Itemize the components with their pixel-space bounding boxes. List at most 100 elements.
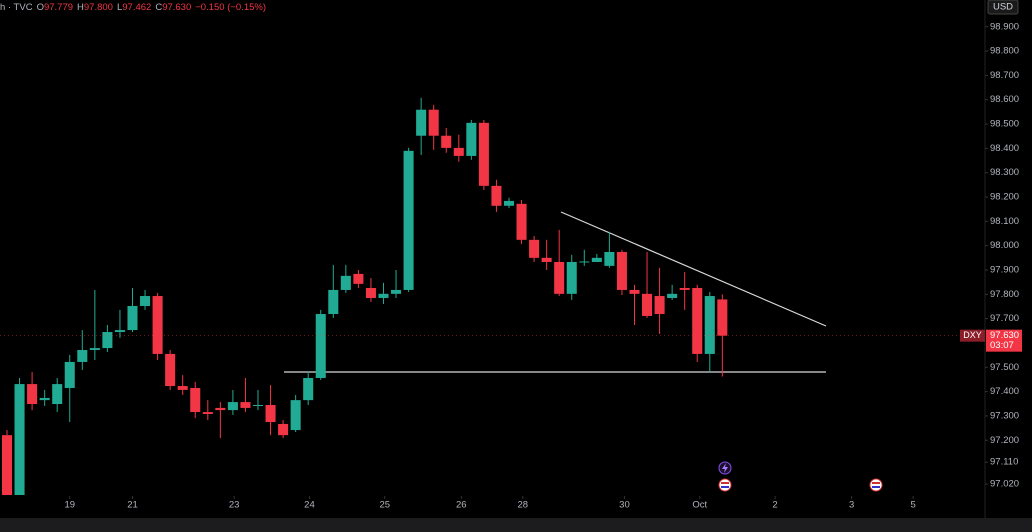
- event-icon: [872, 482, 880, 484]
- candle-body: [503, 200, 515, 206]
- x-tick-label: 5: [910, 500, 915, 511]
- candles: [1, 97, 728, 495]
- x-tick-label: 23: [229, 500, 240, 511]
- y-tick-label: 97.900: [990, 265, 1019, 276]
- candle-body: [616, 252, 627, 290]
- candle-body: [692, 288, 703, 354]
- candle-body: [629, 289, 640, 294]
- candle-body: [466, 122, 477, 156]
- candle-body: [127, 306, 138, 331]
- candle-body: [441, 135, 452, 148]
- candle-body: [1, 435, 13, 495]
- x-tick-label: 2: [772, 500, 777, 511]
- event-icon: [869, 478, 883, 492]
- candle-body: [516, 203, 527, 240]
- candle-body: [654, 296, 665, 315]
- x-tick-label: 28: [518, 500, 529, 511]
- candle-body: [428, 109, 439, 136]
- candle-body: [642, 293, 653, 316]
- candle-body: [566, 261, 577, 294]
- event-icon: [721, 482, 729, 484]
- event-icons: [718, 461, 883, 492]
- candle-body: [378, 293, 389, 298]
- x-tick-label: 3: [849, 500, 854, 511]
- bottom-bar: [0, 518, 1032, 532]
- trend-line: [560, 211, 827, 327]
- candle-body: [77, 350, 88, 362]
- event-icon: [722, 463, 728, 473]
- ohlc-value: 97.800: [84, 2, 113, 13]
- currency-box: [987, 0, 1019, 15]
- candle-body: [215, 407, 226, 411]
- candle-body: [416, 109, 427, 136]
- candle-body: [190, 387, 201, 413]
- candle-body: [152, 296, 163, 354]
- header-symbol: h · TVC: [0, 2, 33, 13]
- candle-body: [491, 185, 502, 206]
- candle-body: [102, 332, 113, 349]
- candle-body: [315, 314, 326, 378]
- y-tick-label: 98.400: [990, 143, 1019, 154]
- event-icon: [721, 486, 729, 488]
- countdown: 03:07: [990, 340, 1014, 351]
- y-tick-label: 98.000: [990, 240, 1019, 251]
- header: h · TVC O97.779 H97.800 L97.462 C97.630 −0.15…: [0, 2, 266, 13]
- candle-body: [604, 252, 615, 266]
- candle-body: [290, 400, 301, 431]
- candle-body: [177, 386, 188, 390]
- ohlc-key: O: [37, 2, 44, 13]
- candle-body: [717, 299, 728, 336]
- candle-body: [541, 257, 552, 262]
- y-tick-label: 98.800: [990, 46, 1019, 57]
- y-tick-label: 97.500: [990, 362, 1019, 373]
- candle-body: [165, 353, 176, 387]
- candle-body: [14, 384, 25, 495]
- candle-body: [591, 257, 602, 262]
- y-tick-label: 98.100: [990, 216, 1019, 227]
- candle-body: [328, 289, 339, 315]
- ohlc-key: H: [77, 2, 84, 13]
- symbol-label: DXY: [963, 330, 982, 340]
- y-tick-label: 97.400: [990, 386, 1019, 397]
- event-icon: [872, 486, 880, 488]
- y-tick-label: 97.110: [990, 457, 1018, 468]
- x-tick-label: 30: [619, 500, 630, 511]
- y-tick-label: 98.600: [990, 94, 1019, 105]
- x-tick-label: 24: [304, 500, 315, 511]
- ohlc-key: L: [117, 2, 122, 13]
- candle-body: [667, 293, 678, 298]
- y-tick-label: 97.200: [990, 435, 1019, 446]
- y-tick-label: 97.020: [990, 479, 1019, 490]
- candle-body: [704, 296, 715, 354]
- candle-body: [391, 289, 402, 294]
- y-tick-label: 98.500: [990, 119, 1019, 130]
- currency: USD: [993, 2, 1013, 13]
- candle-body: [27, 384, 38, 405]
- ohlc-value: 97.630: [162, 2, 191, 13]
- change: −0.150 (−0.15%): [195, 2, 266, 13]
- candle-body: [579, 261, 590, 263]
- x-tick-label: 26: [456, 500, 467, 511]
- price-label: 97.630: [990, 330, 1019, 341]
- candle-body: [114, 330, 125, 333]
- candle-body: [353, 273, 364, 284]
- ohlc-value: 97.779: [44, 2, 73, 13]
- candle-body: [340, 275, 351, 290]
- candle-body: [89, 348, 100, 351]
- symbol-tag: [960, 329, 985, 342]
- candle-body: [403, 150, 414, 290]
- y-tick-label: 97.800: [990, 289, 1019, 300]
- candle-body: [52, 384, 63, 405]
- candle-body: [140, 296, 151, 306]
- candle-body: [679, 288, 690, 290]
- x-tick-label: 25: [379, 500, 390, 511]
- x-tick-label: 19: [64, 500, 75, 511]
- candle-body: [252, 405, 264, 406]
- ohlc-key: C: [155, 2, 162, 13]
- candle-body: [64, 361, 75, 388]
- y-tick-label: 97.700: [990, 313, 1019, 324]
- candle-body: [478, 122, 489, 186]
- y-tick-label: 98.200: [990, 192, 1019, 203]
